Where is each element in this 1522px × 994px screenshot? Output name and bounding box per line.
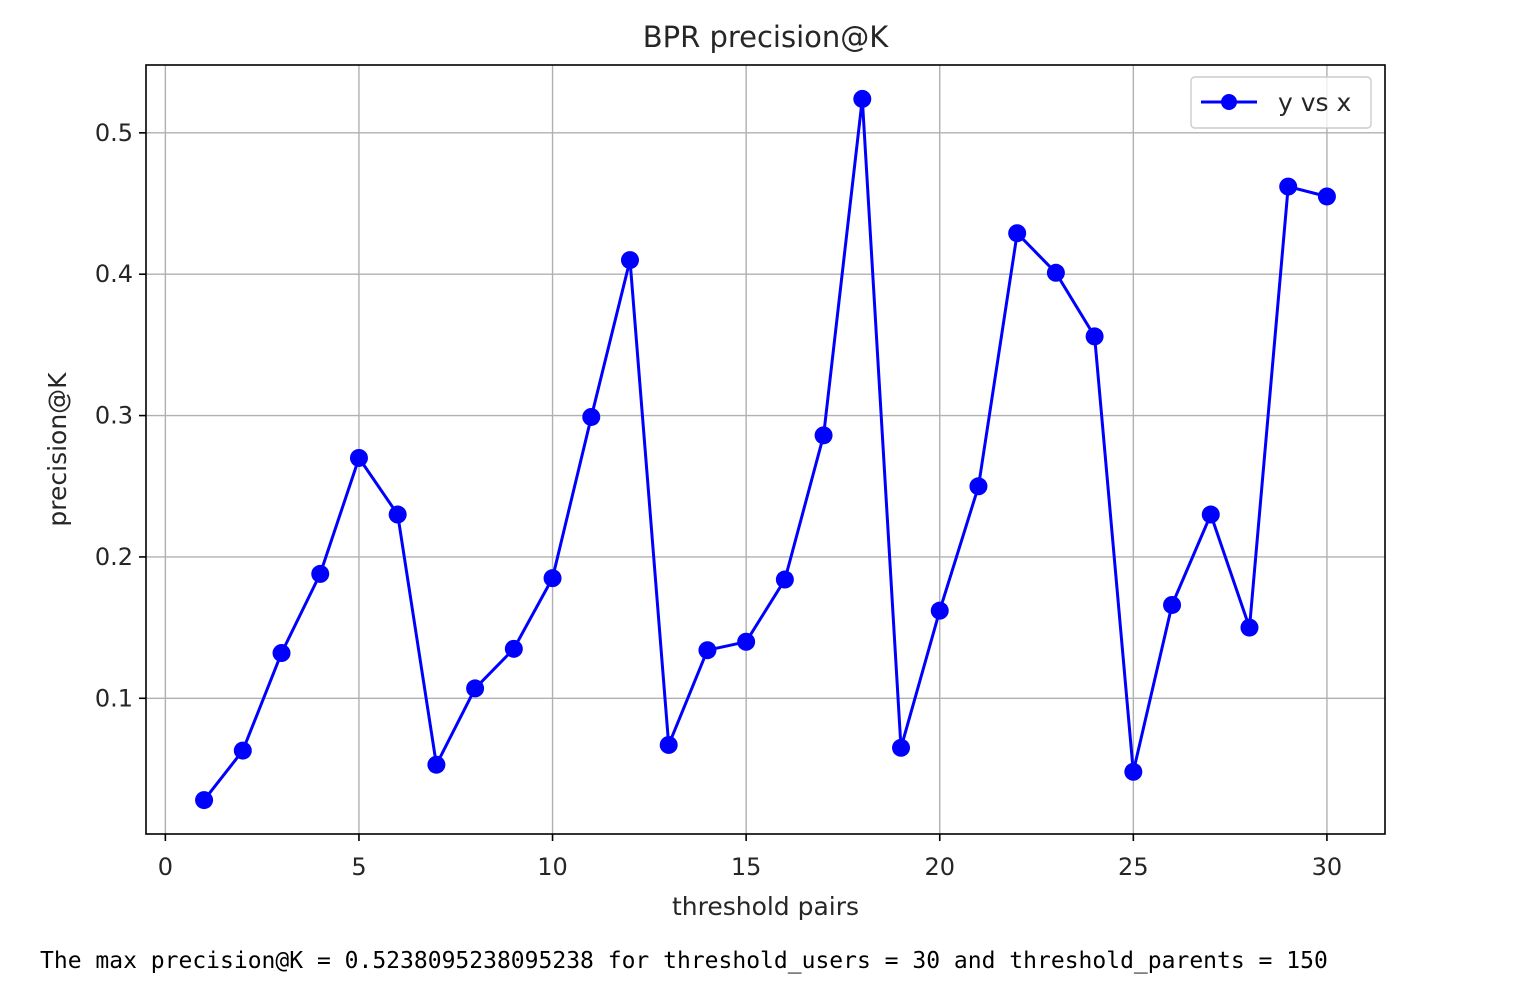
data-point xyxy=(1201,505,1220,524)
x-tick-label: 10 xyxy=(537,853,568,881)
data-point xyxy=(543,569,562,588)
data-point xyxy=(1279,177,1298,196)
data-point xyxy=(930,601,949,620)
data-point xyxy=(272,644,291,663)
chart-title: BPR precision@K xyxy=(643,20,890,54)
x-tick-label: 30 xyxy=(1312,853,1343,881)
data-point xyxy=(698,641,717,660)
data-point xyxy=(659,735,678,754)
data-point xyxy=(311,564,330,583)
data-point xyxy=(427,755,446,774)
data-point xyxy=(1046,263,1065,282)
x-axis-ticks: 0 5 10 15 20 25 30 xyxy=(158,834,1342,881)
grid xyxy=(146,65,1385,834)
data-point xyxy=(814,426,833,445)
y-axis-ticks: 0.1 0.2 0.3 0.4 0.5 xyxy=(95,119,146,712)
data-point xyxy=(388,505,407,524)
data-point xyxy=(1317,187,1336,206)
legend: y vs x xyxy=(1190,76,1372,129)
plot-frame xyxy=(145,64,1386,835)
y-tick-label: 0.3 xyxy=(95,402,133,430)
data-point xyxy=(1240,618,1259,637)
series-layer xyxy=(195,89,1336,810)
data-point xyxy=(853,89,872,108)
data-point xyxy=(233,741,252,760)
output-text: The max precision@K = 0.5238095238095238… xyxy=(40,948,1328,974)
x-tick-label: 0 xyxy=(158,853,173,881)
data-point xyxy=(466,679,485,698)
data-point xyxy=(349,448,368,467)
data-point xyxy=(1008,224,1027,243)
y-axis-label: precision@K xyxy=(43,372,72,527)
x-tick-label: 15 xyxy=(731,853,762,881)
data-point xyxy=(504,639,523,658)
data-point xyxy=(1085,327,1104,346)
data-point xyxy=(737,632,756,651)
data-point xyxy=(582,407,601,426)
legend-marker xyxy=(1221,94,1237,110)
data-point xyxy=(620,251,639,270)
legend-box xyxy=(1190,76,1372,129)
series-line xyxy=(202,97,1328,802)
data-point xyxy=(1124,762,1143,781)
x-tick-label: 25 xyxy=(1118,853,1149,881)
x-tick-label: 20 xyxy=(924,853,955,881)
data-point xyxy=(775,570,794,589)
y-tick-label: 0.1 xyxy=(95,684,133,712)
x-axis-label: threshold pairs xyxy=(672,892,859,921)
legend-label: y vs x xyxy=(1278,88,1351,117)
y-tick-label: 0.5 xyxy=(95,119,133,147)
data-point xyxy=(892,738,911,757)
data-point xyxy=(195,791,214,810)
x-tick-label: 5 xyxy=(351,853,366,881)
data-point xyxy=(1163,595,1182,614)
y-tick-label: 0.2 xyxy=(95,543,133,571)
data-point xyxy=(969,477,988,496)
y-tick-label: 0.4 xyxy=(95,260,133,288)
